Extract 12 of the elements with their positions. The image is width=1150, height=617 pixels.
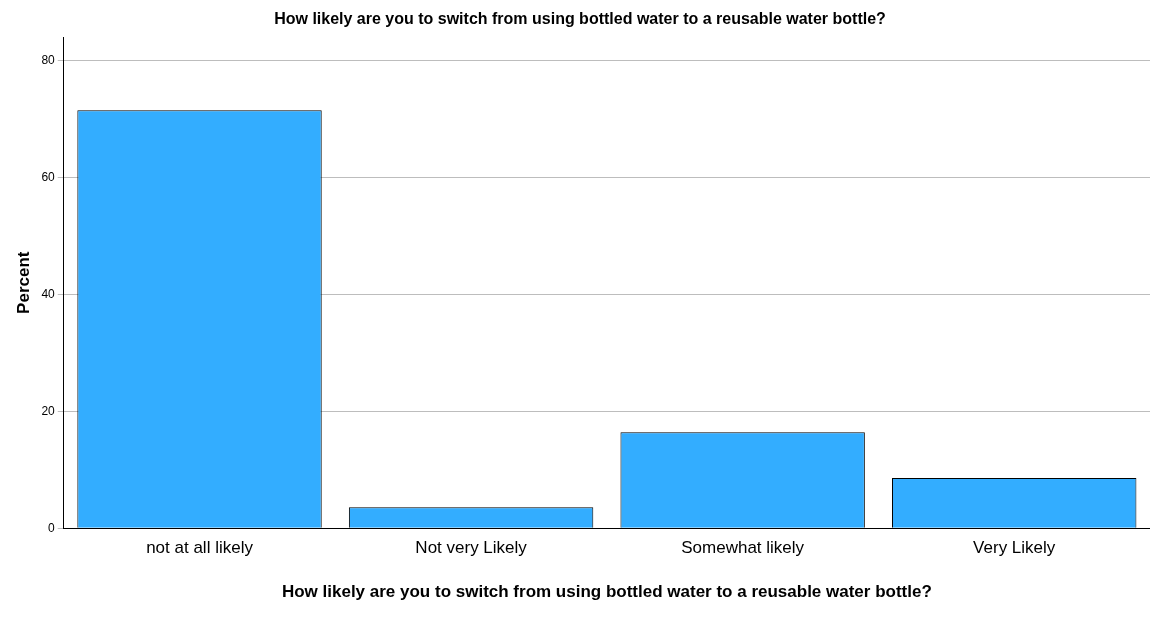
x-tick-label: not at all likely bbox=[146, 538, 254, 558]
y-tick-label: 0 bbox=[48, 520, 56, 535]
y-tick-label: 20 bbox=[41, 403, 56, 418]
x-axis-title: How likely are you to switch from using bottled water to a reusable water bottle? bbox=[281, 582, 932, 602]
chart-title: How likely are you to switch from using bottled water to a reusable water bottle? bbox=[274, 10, 886, 28]
x-tick-label: Not very Likely bbox=[415, 538, 528, 558]
y-axis-title: Percent bbox=[13, 251, 33, 314]
x-tick-label: Somewhat likely bbox=[681, 538, 805, 558]
y-tick-label: 40 bbox=[41, 286, 56, 301]
y-tick-label: 80 bbox=[41, 52, 56, 67]
y-tick-label: 60 bbox=[41, 169, 56, 184]
x-tick-label: Very Likely bbox=[973, 538, 1056, 558]
